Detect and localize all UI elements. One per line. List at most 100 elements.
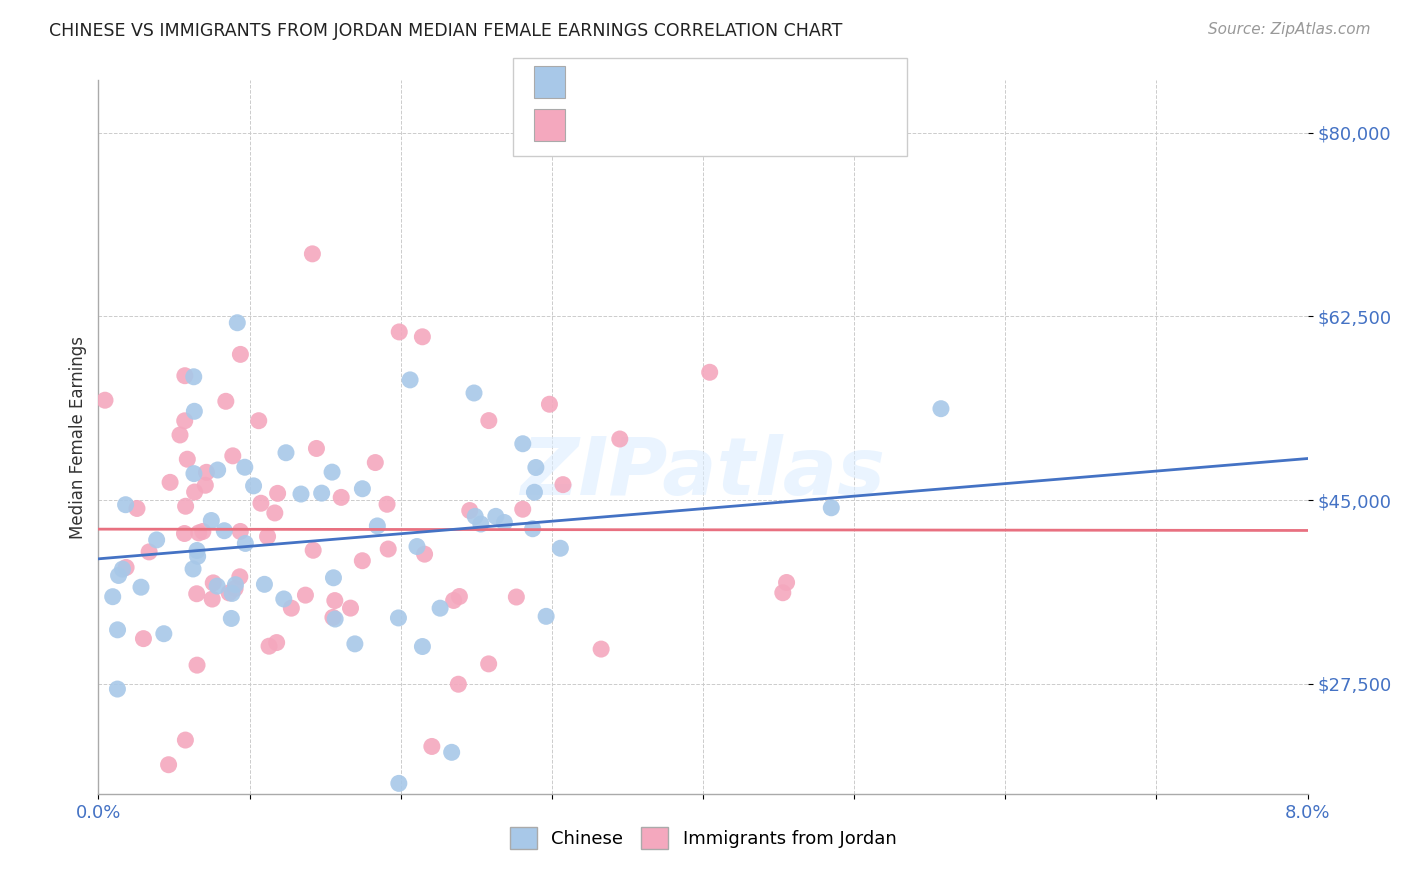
Point <box>173 526 195 541</box>
Point <box>399 373 422 387</box>
Point <box>263 506 285 520</box>
Text: N = 69: N = 69 <box>682 116 749 134</box>
Point <box>280 601 302 615</box>
Point <box>524 460 547 475</box>
Point <box>505 590 527 604</box>
Point <box>494 516 516 530</box>
Point <box>478 414 501 428</box>
Point <box>250 496 273 510</box>
Point <box>191 524 214 539</box>
Point <box>323 612 346 626</box>
Point <box>323 593 346 607</box>
Point <box>512 502 534 516</box>
Y-axis label: Median Female Earnings: Median Female Earnings <box>69 335 87 539</box>
Point <box>388 325 411 339</box>
Text: Source: ZipAtlas.com: Source: ZipAtlas.com <box>1208 22 1371 37</box>
Point <box>229 524 252 539</box>
Point <box>772 586 794 600</box>
Point <box>186 587 208 601</box>
Point <box>224 577 246 591</box>
Point <box>699 365 721 379</box>
Point <box>186 543 208 558</box>
Point <box>464 509 486 524</box>
Point <box>229 570 252 584</box>
Point <box>157 757 180 772</box>
Point <box>205 579 228 593</box>
Point <box>233 536 256 550</box>
Point <box>145 533 167 547</box>
Point <box>366 519 388 533</box>
Point <box>221 586 243 600</box>
Point <box>101 590 124 604</box>
Point <box>458 503 481 517</box>
Text: R =: R = <box>576 73 610 91</box>
Point <box>194 478 217 492</box>
Point <box>352 482 374 496</box>
Point <box>820 500 842 515</box>
Point <box>114 498 136 512</box>
Point <box>107 681 129 696</box>
Point <box>214 524 236 538</box>
Point <box>929 401 952 416</box>
Point <box>229 347 252 361</box>
Point <box>485 509 508 524</box>
Point <box>183 369 205 384</box>
Point <box>173 368 195 383</box>
Point <box>512 436 534 450</box>
Text: CHINESE VS IMMIGRANTS FROM JORDAN MEDIAN FEMALE EARNINGS CORRELATION CHART: CHINESE VS IMMIGRANTS FROM JORDAN MEDIAN… <box>49 22 842 40</box>
Point <box>591 642 613 657</box>
Point <box>107 623 129 637</box>
Point <box>125 501 148 516</box>
Point <box>775 575 797 590</box>
Text: N = 57: N = 57 <box>682 73 749 91</box>
Point <box>534 609 557 624</box>
Point <box>222 449 245 463</box>
Point <box>609 432 631 446</box>
Point <box>447 677 470 691</box>
Point <box>522 522 544 536</box>
Point <box>173 414 195 428</box>
Point <box>420 739 443 754</box>
Point <box>94 393 117 408</box>
Point <box>273 591 295 606</box>
Point <box>183 485 205 500</box>
Point <box>247 414 270 428</box>
Point <box>301 247 323 261</box>
Point <box>311 486 333 500</box>
Point <box>305 442 328 456</box>
Point <box>176 452 198 467</box>
Point <box>218 586 240 600</box>
Point <box>181 562 204 576</box>
Point <box>406 540 429 554</box>
Point <box>274 446 297 460</box>
Point <box>322 610 344 624</box>
Point <box>330 491 353 505</box>
Point <box>440 745 463 759</box>
Point <box>449 590 471 604</box>
Point <box>290 487 312 501</box>
Point <box>538 397 561 411</box>
Point <box>302 543 325 558</box>
Point <box>375 497 398 511</box>
Point <box>443 593 465 607</box>
Point <box>233 460 256 475</box>
Point <box>202 575 225 590</box>
Point <box>550 541 572 556</box>
Point <box>111 562 134 576</box>
Point <box>266 486 288 500</box>
Point <box>411 330 433 344</box>
Point <box>187 525 209 540</box>
Point <box>242 479 264 493</box>
Point <box>129 580 152 594</box>
Point <box>215 394 238 409</box>
Point <box>221 611 243 625</box>
Point <box>183 467 205 481</box>
Point <box>187 549 209 564</box>
Text: R =: R = <box>576 116 610 134</box>
Point <box>257 639 280 653</box>
Point <box>387 611 409 625</box>
Point <box>107 568 129 582</box>
Point <box>321 465 343 479</box>
Point <box>174 500 197 514</box>
Point <box>253 577 276 591</box>
